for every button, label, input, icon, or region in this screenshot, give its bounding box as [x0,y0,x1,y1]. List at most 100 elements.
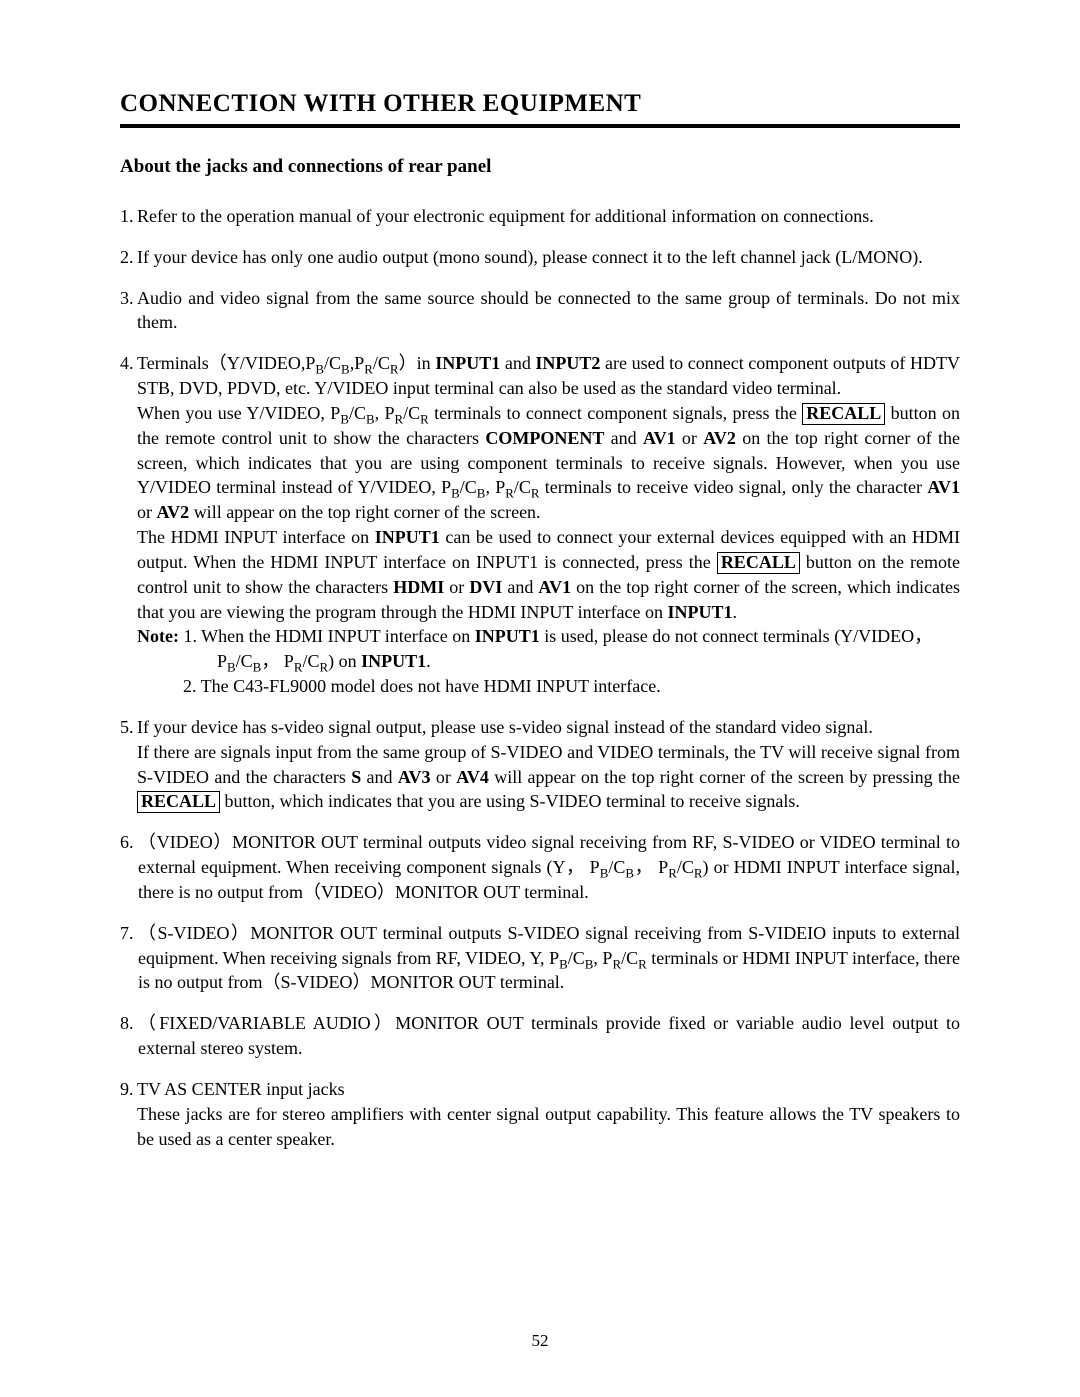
note-label: Note: [137,626,179,646]
item-body: Terminals（Y/VIDEO,PB/CB,PR/CR）in INPUT1 … [137,351,960,699]
subscript: R [668,866,677,881]
list-item: 2. If your device has only one audio out… [120,245,960,270]
list-item: 6. （VIDEO）MONITOR OUT terminal outputs v… [120,830,960,904]
text: /C [236,651,253,671]
text: /C [621,948,638,968]
text: /C [514,477,531,497]
subscript: R [420,412,429,427]
item-number: 2. [120,245,137,270]
text: /C [677,857,694,877]
text: /C [568,948,585,968]
text: or [431,767,457,787]
list-item: 5. If your device has s-video signal out… [120,715,960,814]
item-body: Refer to the operation manual of your el… [137,204,960,229]
item-body: If your device has s-video signal output… [137,715,960,814]
text: /C [373,353,390,373]
subscript: R [505,486,514,501]
text: button, which indicates that you are usi… [220,791,800,811]
text: will appear on the top right corner of t… [489,767,960,787]
text: and [502,577,538,597]
recall-button-label: RECALL [717,552,800,574]
text: terminals to receive video signal, only … [540,477,928,497]
bold-text: INPUT1 [375,527,440,547]
text: ， P [261,651,294,671]
text: and [500,353,535,373]
subscript: R [612,956,621,971]
text: . [426,651,431,671]
bold-text: AV1 [538,577,571,597]
text: /C [608,857,625,877]
text: ）in [399,353,436,373]
subscript: B [625,866,634,881]
subscript: B [315,362,324,377]
item-number: 4. [120,351,137,699]
list-item: 9. TV AS CENTER input jacks These jacks … [120,1077,960,1151]
title-rule [120,124,960,128]
list-item: 3. Audio and video signal from the same … [120,286,960,336]
item-number: 5. [120,715,137,814]
recall-button-label: RECALL [802,403,885,425]
list-item: 8. （FIXED/VARIABLE AUDIO）MONITOR OUT ter… [120,1011,960,1061]
text: , P [375,403,395,423]
text: and [604,428,643,448]
item-number: 8. [120,1011,138,1061]
text: When you use Y/VIDEO, P [137,403,340,423]
bold-text: INPUT1 [435,353,500,373]
text: TV AS CENTER input jacks [137,1079,345,1099]
note-line: PB/CB， PR/CR) on INPUT1. [137,649,960,674]
page-number: 52 [0,1331,1080,1351]
bold-text: INPUT1 [668,602,733,622]
list-item: 4. Terminals（Y/VIDEO,PB/CB,PR/CR）in INPU… [120,351,960,699]
text: , P [593,948,612,968]
text: or [444,577,469,597]
bold-text: INPUT1 [361,651,426,671]
text: P [217,651,227,671]
subscript: R [319,660,328,675]
item-body: If your device has only one audio output… [137,245,960,270]
text: terminals to connect component signals, … [429,403,802,423]
item-body: （S-VIDEO）MONITOR OUT terminal outputs S-… [138,921,960,995]
subscript: B [451,486,460,501]
bold-text: S [351,767,361,787]
text: or [137,502,157,522]
instruction-list: 1. Refer to the operation manual of your… [120,204,960,1151]
text: . [733,602,738,622]
text: ) on [328,651,361,671]
bold-text: AV1 [927,477,960,497]
text: , P [485,477,505,497]
page-title: CONNECTION WITH OTHER EQUIPMENT [120,90,960,118]
item-number: 3. [120,286,137,336]
text: /C [349,403,366,423]
item-number: 1. [120,204,137,229]
text: /C [460,477,477,497]
subscript: B [341,362,350,377]
item-body: Audio and video signal from the same sou… [137,286,960,336]
text: These jacks are for stereo amplifiers wi… [137,1104,960,1149]
subscript: R [390,362,399,377]
bold-text: HDMI [393,577,444,597]
subscript: R [531,486,540,501]
text: If your device has s-video signal output… [137,717,873,737]
text: /C [324,353,341,373]
item-body: （VIDEO）MONITOR OUT terminal outputs vide… [138,830,960,904]
note-line: 2. The C43-FL9000 model does not have HD… [137,674,960,699]
bold-text: COMPONENT [485,428,604,448]
manual-page: CONNECTION WITH OTHER EQUIPMENT About th… [0,0,1080,1397]
text: will appear on the top right corner of t… [189,502,540,522]
subscript: B [559,956,568,971]
item-body: TV AS CENTER input jacks These jacks are… [137,1077,960,1151]
subscript: R [694,866,703,881]
text: 1. When the HDMI INPUT interface on [179,626,475,646]
bold-text: AV3 [398,767,431,787]
item-body: （FIXED/VARIABLE AUDIO）MONITOR OUT termin… [138,1011,960,1061]
bold-text: AV2 [157,502,190,522]
bold-text: DVI [469,577,502,597]
list-item: 1. Refer to the operation manual of your… [120,204,960,229]
text: or [676,428,704,448]
recall-button-label: RECALL [137,791,220,813]
subscript: B [227,660,236,675]
text: is used, please do not connect terminals… [540,626,932,646]
bold-text: INPUT1 [475,626,540,646]
bold-text: INPUT2 [535,353,600,373]
subscript: R [638,956,647,971]
